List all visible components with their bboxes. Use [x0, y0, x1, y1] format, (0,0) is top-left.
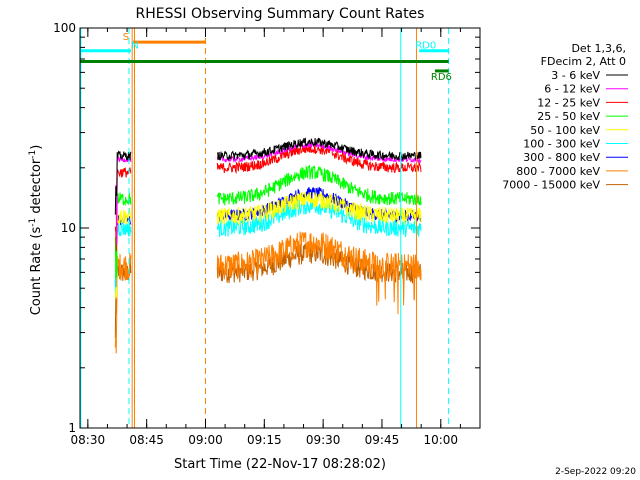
- legend-label: 300 - 800 keV: [523, 151, 600, 164]
- x-tick-label: 09:45: [365, 433, 400, 447]
- series-line-first-interval: [114, 167, 132, 252]
- flag-label-s: S: [123, 32, 129, 43]
- x-tick-label: 09:00: [188, 433, 223, 447]
- series-line-second-interval: [216, 231, 422, 315]
- legend-label: 3 - 6 keV: [551, 69, 600, 82]
- legend-label: 7000 - 15000 keV: [502, 179, 600, 192]
- flag-label-rd0: RD0: [415, 41, 436, 52]
- series-line-second-interval: [217, 137, 422, 162]
- legend-label: 100 - 300 keV: [523, 138, 600, 151]
- legend-label: 800 - 7000 keV: [516, 165, 600, 178]
- series-25-50-kev: [114, 164, 422, 280]
- y-axis: 1 10 100: [53, 21, 480, 435]
- x-tick-label: 09:15: [247, 433, 282, 447]
- flag-label-rd6: RD6: [431, 72, 452, 83]
- legend-header-line: Det 1,3,6,: [571, 42, 626, 55]
- series-line-first-interval: [114, 192, 132, 280]
- series-line-second-interval: [216, 164, 422, 206]
- series-100-300-kev: [114, 197, 422, 294]
- series-line-second-interval: [216, 191, 422, 226]
- series-line-second-interval: [216, 143, 422, 175]
- chart-title: RHESSI Observing Summary Count Rates: [136, 6, 425, 22]
- x-tick-label: 08:30: [71, 433, 106, 447]
- series-line-first-interval: [114, 253, 132, 354]
- legend-label: 12 - 25 keV: [537, 96, 600, 109]
- x-tick-label: 08:45: [129, 433, 164, 447]
- series-12-25-kev: [114, 143, 422, 252]
- footer-date: 2-Sep-2022 09:20: [555, 467, 636, 477]
- series-line-first-interval: [114, 221, 132, 294]
- y-tick-label: 100: [53, 21, 76, 35]
- series-line-second-interval: [216, 197, 422, 238]
- flag-label-n: N: [131, 41, 138, 52]
- legend-header-line: FDecim 2, Att 0: [541, 55, 626, 68]
- y-axis-label: Count Rate (s-1 detector-1): [28, 145, 44, 316]
- series-line-first-interval: [114, 150, 132, 215]
- x-axis: 08:30 08:45 09:00 09:15 09:30 09:45 10:00: [71, 28, 461, 447]
- x-tick-label: 09:30: [306, 433, 341, 447]
- x-axis-label: Start Time (22-Nov-17 08:28:02): [174, 457, 386, 472]
- series-3-6-kev: [114, 137, 422, 215]
- x-tick-label: 10:00: [423, 433, 458, 447]
- y-tick-label: 1: [68, 421, 76, 435]
- y-tick-label: 10: [61, 221, 76, 235]
- legend-label: 6 - 12 keV: [544, 83, 600, 96]
- legend-label: 50 - 100 keV: [530, 124, 600, 137]
- series-800-7000-kev: [114, 231, 422, 354]
- series-line-first-interval: [114, 207, 132, 299]
- series-line-first-interval: [114, 262, 132, 338]
- series-line-second-interval: [216, 141, 422, 164]
- plot-area: SN RD0 RD6: [80, 28, 452, 428]
- series-50-100-kev: [114, 191, 422, 299]
- legend-label: 25 - 50 keV: [537, 110, 600, 123]
